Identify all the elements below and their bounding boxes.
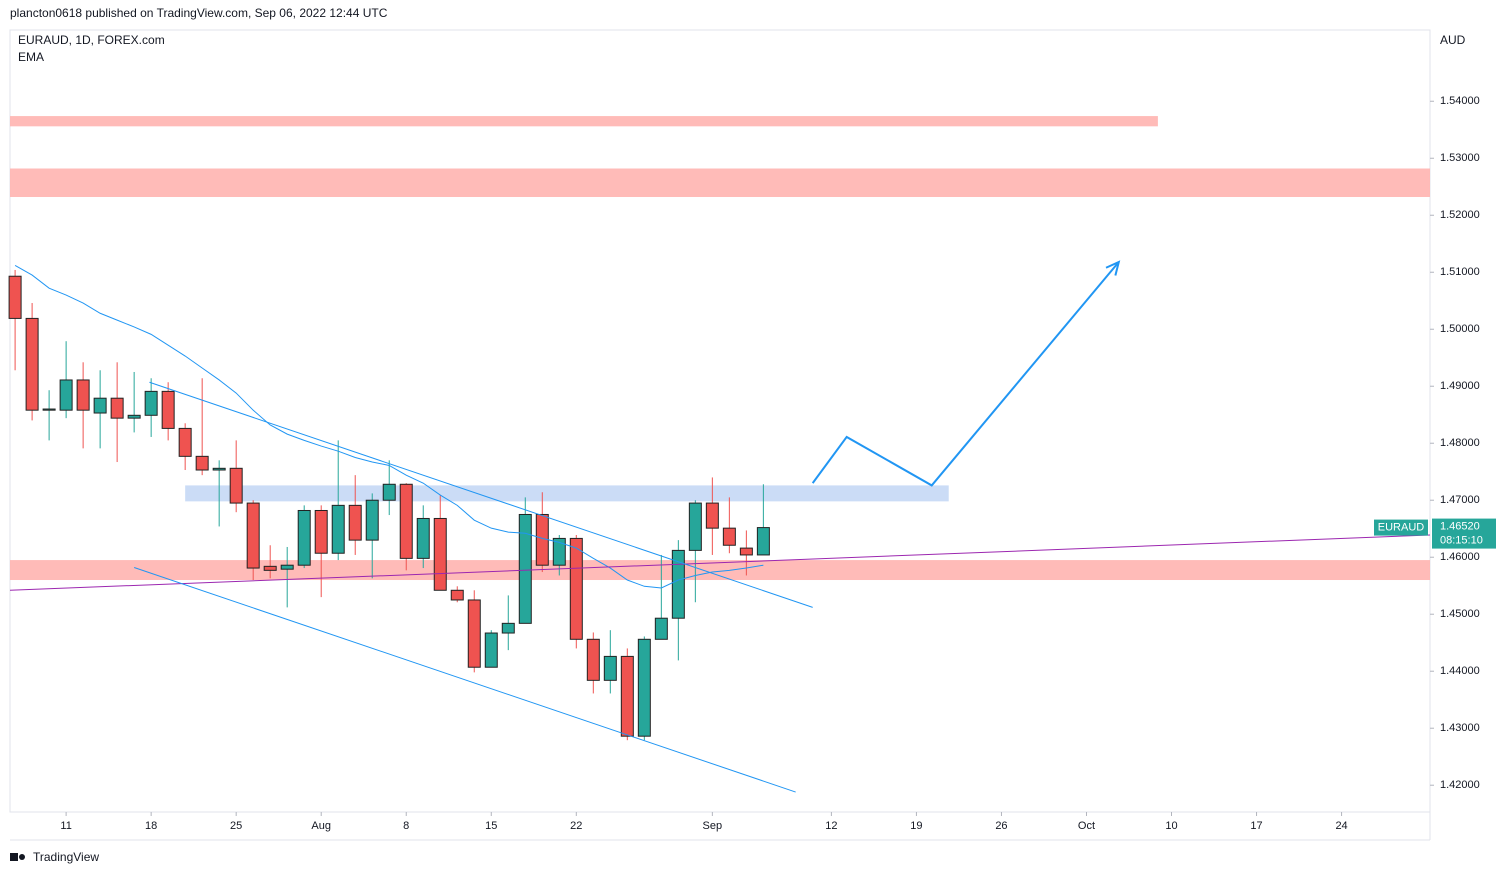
x-tick-label: 18 (145, 820, 157, 832)
countdown-label: 08:15:10 (1440, 534, 1483, 546)
candle-body (314, 509, 328, 554)
drawing-line (133, 567, 796, 793)
x-tick-label: 12 (825, 820, 837, 832)
candle-body (484, 632, 498, 668)
candle-body (433, 517, 447, 591)
y-tick-label: 1.48000 (1440, 437, 1480, 449)
candle-body (195, 455, 209, 471)
y-tick-label: 1.43000 (1440, 722, 1480, 734)
candle-body (501, 622, 515, 634)
y-tick-label: 1.53000 (1440, 152, 1480, 164)
candle-body (416, 517, 430, 559)
drawing-line (149, 381, 813, 608)
x-tick-label: Aug (311, 820, 331, 832)
y-tick-label: 1.42000 (1440, 779, 1480, 791)
y-tick-label: 1.44000 (1440, 665, 1480, 677)
x-tick-label: 26 (995, 820, 1007, 832)
x-tick-label: Sep (703, 820, 723, 832)
price-label: 1.46520 (1440, 520, 1480, 532)
candle-body (688, 502, 702, 551)
candle-body (637, 638, 651, 737)
zone (10, 168, 1430, 198)
symbol-label: EURAUD (1378, 521, 1425, 533)
header: plancton0618 published on TradingView.co… (10, 6, 388, 20)
candle-body (76, 379, 90, 411)
candle-body (331, 504, 345, 554)
x-tick-label: Oct (1078, 820, 1095, 832)
candle-body (569, 537, 583, 640)
drawing-line (811, 261, 1120, 487)
candle-body (365, 499, 379, 541)
x-tick-label: 8 (403, 820, 409, 832)
y-tick-label: 1.50000 (1440, 323, 1480, 335)
x-tick-label: 11 (60, 820, 71, 832)
candle-body (739, 547, 753, 556)
x-tick-label: 17 (1250, 820, 1262, 832)
candle-body (450, 589, 464, 601)
x-tick-label: 10 (1165, 820, 1177, 832)
y-tick-label: 1.51000 (1440, 266, 1480, 278)
candle-body (144, 390, 158, 416)
footer-logo (10, 853, 25, 861)
zone (10, 116, 1158, 127)
candle-body (722, 527, 736, 546)
y-tick-label: 1.49000 (1440, 380, 1480, 392)
x-tick-label: 19 (910, 820, 922, 832)
candle-body (671, 549, 685, 619)
candle-body (161, 390, 175, 429)
candle-body (654, 617, 668, 640)
candle-body (229, 467, 243, 504)
zone (185, 485, 949, 502)
y-tick-label: 1.45000 (1440, 608, 1480, 620)
price-tag (1432, 518, 1496, 549)
x-tick-label: 24 (1335, 820, 1347, 832)
x-tick-label: 15 (485, 820, 497, 832)
drawing-line (9, 534, 1431, 591)
footer-brand: TradingView (33, 850, 99, 864)
plot-layer (8, 116, 1431, 793)
candle-body (603, 655, 617, 681)
candle-body (280, 564, 294, 570)
candle-body (25, 317, 39, 411)
candle-body (552, 537, 566, 566)
y-tick-label: 1.47000 (1440, 494, 1480, 506)
candle-body (348, 504, 362, 541)
x-tick-label: 22 (570, 820, 582, 832)
candle-body (297, 509, 311, 566)
chart-title: EURAUD, 1D, FOREX.com (18, 33, 165, 47)
y-tick-label: 1.54000 (1440, 95, 1480, 107)
candle-body (586, 638, 600, 681)
indicator-label: EMA (18, 50, 44, 64)
candle-body (263, 565, 277, 571)
x-tick-label: 25 (230, 820, 242, 832)
candle-body (467, 599, 481, 668)
candle-body (399, 483, 413, 559)
candle-body (620, 655, 634, 737)
zone (10, 560, 1430, 581)
candle-body (246, 502, 260, 569)
candle-body (518, 513, 532, 624)
ema-line (14, 264, 764, 589)
candle-body (127, 414, 141, 419)
arrow-head (1105, 260, 1121, 276)
y-tick-label: 1.52000 (1440, 209, 1480, 221)
candle-body (59, 379, 73, 411)
candle-body (178, 427, 192, 457)
candle-body (756, 527, 770, 556)
symbol-tag (1374, 519, 1428, 536)
currency: AUD (1440, 33, 1466, 47)
candle-body (212, 467, 226, 471)
candle-body (382, 483, 396, 501)
candle-body (8, 275, 22, 319)
candle-body (42, 408, 56, 411)
candle-body (110, 397, 124, 419)
candle-body (93, 397, 107, 414)
candle-body (705, 502, 719, 529)
y-tick-label: 1.46000 (1440, 551, 1480, 563)
